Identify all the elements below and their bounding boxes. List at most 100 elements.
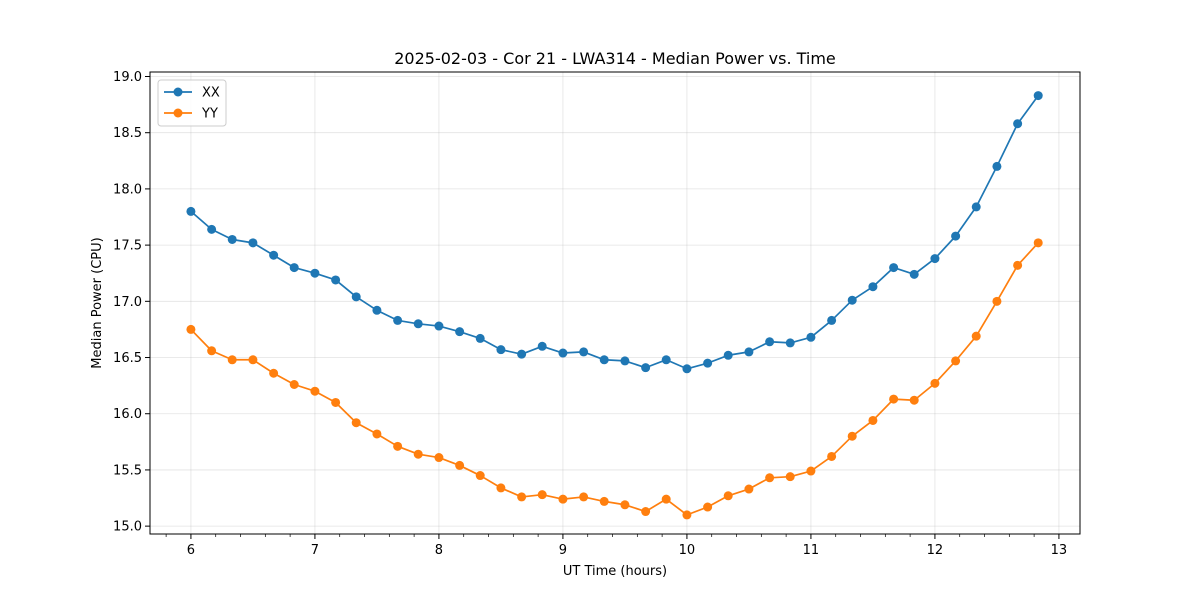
x-tick-label: 10 xyxy=(679,543,696,558)
data-point-xx xyxy=(599,355,609,365)
y-tick-label: 15.5 xyxy=(113,463,142,478)
data-point-xx xyxy=(537,341,547,351)
y-tick-label: 16.0 xyxy=(113,407,142,422)
x-axis: 6 7 8 9 10 11 12 13 xyxy=(165,534,1068,558)
y-tick-label: 17.0 xyxy=(113,295,142,310)
data-point-xx xyxy=(351,292,361,302)
data-point-yy xyxy=(806,466,816,476)
data-point-yy xyxy=(455,460,465,470)
data-point-yy xyxy=(1033,238,1043,248)
data-point-yy xyxy=(599,496,609,506)
data-point-yy xyxy=(847,431,857,441)
data-point-yy xyxy=(475,471,485,481)
data-point-xx xyxy=(889,263,899,273)
data-point-xx xyxy=(372,305,382,315)
data-point-xx xyxy=(951,231,961,241)
x-tick-label: 12 xyxy=(927,543,944,558)
data-point-xx xyxy=(744,347,754,357)
data-point-xx xyxy=(269,250,279,260)
y-axis-label: Median Power (CPU) xyxy=(90,237,105,368)
y-axis: 15.0 15.5 16.0 16.5 17.0 17.5 18.0 18.5 19.0 xyxy=(113,70,150,535)
data-point-yy xyxy=(227,355,237,365)
data-point-xx xyxy=(248,238,258,248)
data-point-yy xyxy=(827,451,837,461)
data-point-yy xyxy=(868,415,878,425)
legend-marker-yy xyxy=(173,108,183,118)
legend-label-yy: YY xyxy=(201,107,218,122)
data-point-yy xyxy=(889,394,899,404)
data-point-yy xyxy=(393,441,403,451)
data-point-yy xyxy=(207,346,217,356)
data-point-yy xyxy=(682,510,692,520)
data-point-yy xyxy=(744,484,754,494)
data-point-yy xyxy=(951,356,961,366)
data-point-yy xyxy=(703,502,713,512)
data-point-xx xyxy=(620,356,630,366)
data-point-xx xyxy=(517,349,527,359)
data-point-xx xyxy=(393,315,403,325)
data-point-yy xyxy=(661,494,671,504)
data-point-xx xyxy=(496,345,506,355)
data-point-yy xyxy=(248,355,258,365)
x-tick-label: 9 xyxy=(559,543,567,558)
data-point-xx xyxy=(868,282,878,292)
data-point-xx xyxy=(1033,91,1043,101)
data-point-yy xyxy=(372,429,382,439)
y-tick-label: 16.5 xyxy=(113,351,142,366)
data-point-xx xyxy=(455,327,465,337)
y-tick-label: 19.0 xyxy=(113,70,142,85)
data-point-xx xyxy=(331,275,341,285)
data-point-xx xyxy=(806,332,816,342)
data-point-yy xyxy=(785,472,795,482)
data-point-xx xyxy=(434,321,444,331)
data-point-yy xyxy=(517,492,527,502)
y-tick-label: 17.5 xyxy=(113,239,142,254)
plot-frame xyxy=(149,71,1081,535)
data-point-yy xyxy=(930,378,940,388)
data-point-xx xyxy=(310,268,320,278)
series-line-xx xyxy=(190,95,1039,370)
data-point-yy xyxy=(971,331,981,341)
x-tick-label: 7 xyxy=(311,543,319,558)
data-point-xx xyxy=(579,347,589,357)
data-point-yy xyxy=(579,492,589,502)
data-point-xx xyxy=(207,224,217,234)
data-point-xx xyxy=(413,319,423,329)
data-point-xx xyxy=(930,254,940,264)
data-point-xx xyxy=(227,234,237,244)
data-point-yy xyxy=(434,453,444,463)
data-point-yy xyxy=(537,490,547,500)
data-point-xx xyxy=(682,364,692,374)
y-tick-label: 18.0 xyxy=(113,182,142,197)
data-point-yy xyxy=(620,500,630,510)
series-layer xyxy=(186,91,1043,520)
data-point-yy xyxy=(909,395,919,405)
data-point-yy xyxy=(992,296,1002,306)
data-point-xx xyxy=(847,295,857,305)
legend: XX YY xyxy=(157,79,227,127)
data-point-yy xyxy=(641,507,651,517)
legend-marker-xx xyxy=(173,87,183,97)
legend-label-xx: XX xyxy=(202,86,220,101)
data-point-xx xyxy=(475,333,485,343)
data-point-xx xyxy=(641,363,651,373)
x-axis-label: UT Time (hours) xyxy=(563,564,667,579)
data-point-yy xyxy=(413,449,423,459)
data-point-xx xyxy=(186,206,196,216)
data-point-xx xyxy=(765,337,775,347)
x-tick-label: 11 xyxy=(803,543,820,558)
data-point-xx xyxy=(785,338,795,348)
data-point-xx xyxy=(661,355,671,365)
data-point-yy xyxy=(289,379,299,389)
data-point-yy xyxy=(558,494,568,504)
x-tick-label: 6 xyxy=(187,543,195,558)
y-tick-label: 15.0 xyxy=(113,520,142,535)
data-point-yy xyxy=(1013,260,1023,270)
data-point-yy xyxy=(765,473,775,483)
data-point-yy xyxy=(351,418,361,428)
chart-title: 2025-02-03 - Cor 21 - LWA314 - Median Po… xyxy=(394,49,836,68)
data-point-yy xyxy=(331,397,341,407)
x-tick-label: 13 xyxy=(1051,543,1068,558)
data-point-xx xyxy=(723,350,733,360)
